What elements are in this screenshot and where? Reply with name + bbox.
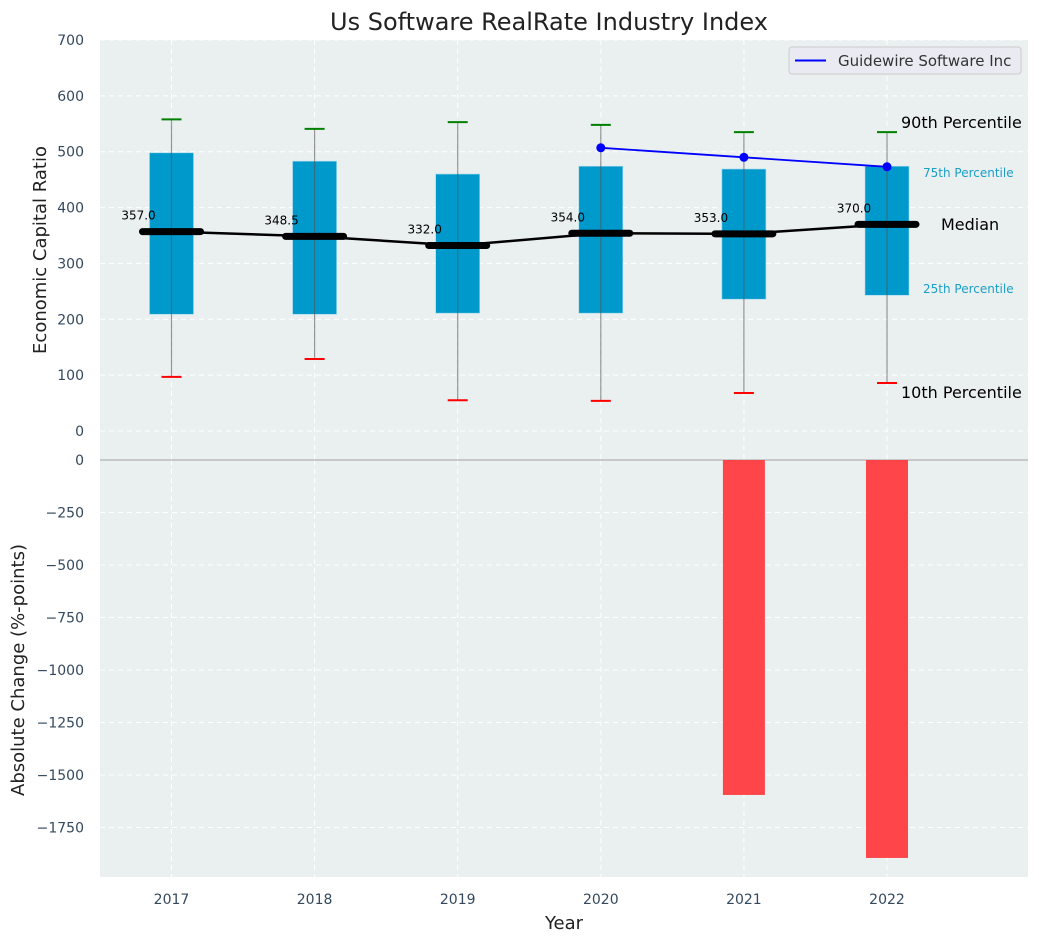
bottom-y-axis-label: Absolute Change (%-points) bbox=[8, 544, 29, 796]
x-tick-label: 2022 bbox=[869, 892, 905, 908]
chart-title: Us Software RealRate Industry Index bbox=[330, 8, 768, 36]
annotation-10th: 10th Percentile bbox=[901, 383, 1022, 402]
annotation-75th: 75th Percentile bbox=[923, 166, 1014, 180]
x-tick-label: 2017 bbox=[154, 892, 190, 908]
company-point bbox=[596, 143, 606, 153]
y-tick-label: 200 bbox=[57, 312, 84, 328]
change-bars bbox=[722, 460, 908, 858]
x-tick-label: 2021 bbox=[726, 892, 762, 908]
x-tick-label: 2018 bbox=[297, 892, 333, 908]
top-y-axis-label: Economic Capital Ratio bbox=[30, 146, 51, 354]
y-tick-label: −1250 bbox=[37, 716, 84, 732]
company-point bbox=[739, 152, 749, 162]
median-value-label: 353.0 bbox=[694, 211, 728, 225]
x-tick-label: 2020 bbox=[583, 892, 619, 908]
x-axis-label: Year bbox=[544, 913, 584, 934]
y-tick-label: 400 bbox=[57, 201, 84, 217]
annotation-median: Median bbox=[941, 215, 999, 234]
y-tick-label: 300 bbox=[57, 256, 84, 272]
y-tick-label: 500 bbox=[57, 145, 84, 161]
x-tick-label: 2019 bbox=[440, 892, 476, 908]
y-tick-label: 100 bbox=[57, 368, 84, 384]
median-line-group: 357.0 348.5 332.0 354.0 353.0 370.0 bbox=[121, 201, 920, 250]
median-value-label: 357.0 bbox=[121, 209, 155, 223]
y-tick-label: −750 bbox=[46, 611, 84, 627]
change-bar bbox=[866, 460, 908, 858]
legend[interactable]: Guidewire Software Inc bbox=[788, 46, 1022, 75]
median-value-label: 332.0 bbox=[408, 223, 442, 237]
x-ticks: 2017 2018 2019 2020 2021 2022 bbox=[154, 892, 905, 908]
y-tick-label: −250 bbox=[46, 506, 84, 522]
y-tick-label: 600 bbox=[57, 89, 84, 105]
company-point bbox=[882, 162, 892, 172]
median-value-label: 354.0 bbox=[551, 210, 585, 224]
legend-label: Guidewire Software Inc bbox=[838, 52, 1011, 70]
annotation-90th: 90th Percentile bbox=[901, 113, 1022, 132]
y-tick-label: −500 bbox=[46, 558, 84, 574]
company-line-group bbox=[596, 143, 892, 172]
bottom-y-ticks: 0 −250 −500 −750 −1000 −1250 −1500 −1750 bbox=[37, 453, 84, 837]
median-value-label: 348.5 bbox=[264, 213, 298, 227]
y-tick-label: 0 bbox=[75, 424, 84, 440]
legend-box bbox=[788, 46, 1022, 75]
y-tick-label: 700 bbox=[57, 33, 84, 49]
percentile-annotations: 90th Percentile 75th Percentile Median 2… bbox=[901, 113, 1022, 402]
top-y-ticks: 0 100 200 300 400 500 600 700 bbox=[57, 33, 84, 440]
y-tick-label: −1500 bbox=[37, 768, 84, 784]
median-value-label: 370.0 bbox=[837, 201, 871, 215]
annotation-25th: 25th Percentile bbox=[923, 282, 1014, 296]
y-tick-label: −1750 bbox=[37, 821, 84, 837]
change-bar bbox=[722, 460, 765, 795]
y-tick-label: 0 bbox=[75, 453, 84, 469]
y-tick-label: −1000 bbox=[37, 663, 84, 679]
